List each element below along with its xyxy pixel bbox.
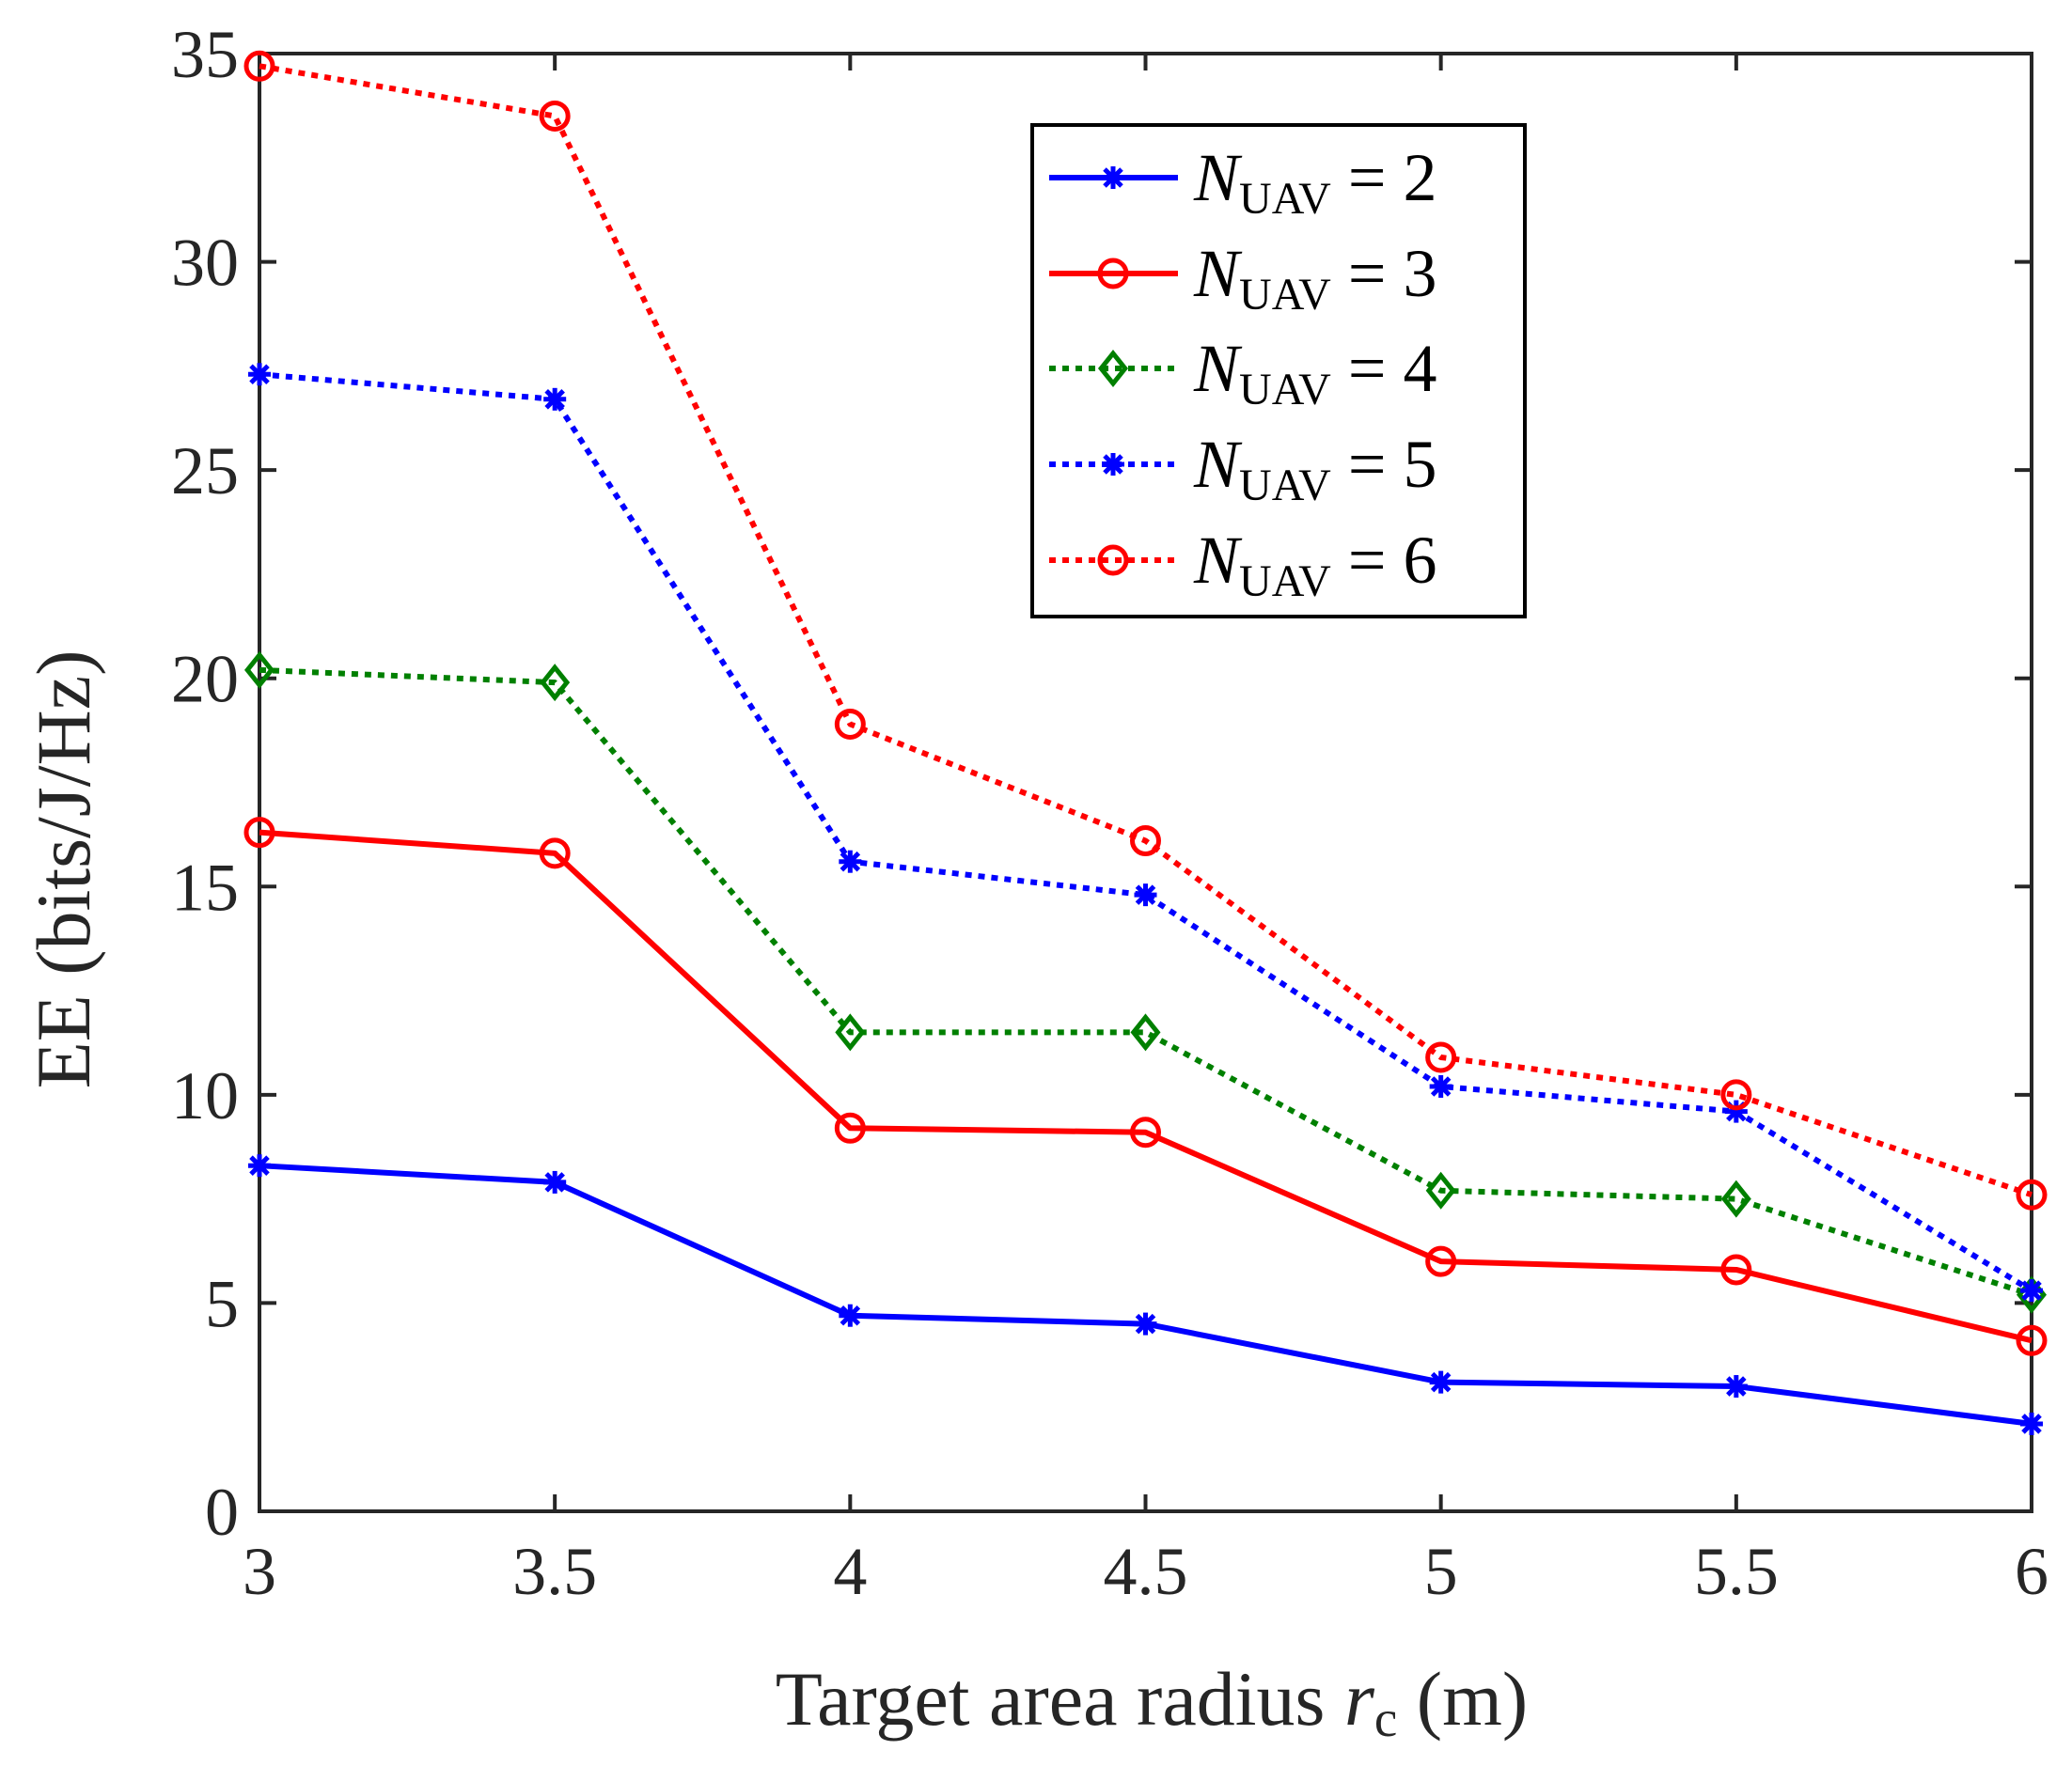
data-point bbox=[2016, 1324, 2048, 1356]
data-point bbox=[248, 1154, 271, 1178]
x-tick-label: 5.5 bbox=[1694, 1534, 1779, 1609]
data-point bbox=[1720, 1079, 1752, 1111]
data-point bbox=[835, 1013, 866, 1052]
series-line bbox=[259, 666, 2033, 1298]
data-point bbox=[539, 100, 571, 132]
series-line bbox=[259, 829, 2033, 1344]
data-point bbox=[543, 1170, 567, 1194]
legend-marker bbox=[1097, 544, 1129, 576]
data-point bbox=[2016, 1179, 2048, 1211]
x-axis: 3 3.5 4 4.5 5 5.5 6 bbox=[243, 54, 2048, 1609]
data-point bbox=[1720, 1254, 1752, 1286]
data-point bbox=[1130, 1013, 1161, 1052]
x-tick-label: 4 bbox=[833, 1534, 867, 1609]
data-point bbox=[834, 1112, 866, 1144]
data-point bbox=[1425, 1245, 1457, 1277]
legend-entry: NUAV = 6 bbox=[1049, 523, 1436, 606]
data-point bbox=[1134, 883, 1157, 907]
y-tick-label: 15 bbox=[171, 850, 239, 925]
data-point bbox=[1429, 1074, 1452, 1098]
data-point bbox=[839, 850, 862, 873]
x-tick-label: 5 bbox=[1424, 1534, 1458, 1609]
x-axis-title: Target area radius rc (m) bbox=[776, 1656, 1528, 1747]
data-point bbox=[1429, 1370, 1452, 1394]
y-tick-label: 25 bbox=[171, 433, 239, 508]
data-point bbox=[540, 664, 571, 702]
legend-label: NUAV = 2 bbox=[1193, 140, 1436, 224]
series-layer bbox=[243, 50, 2048, 1435]
legend: NUAV = 2 NUAV = 3 NUAV = 4 NUAV = 5 NUAV = 6 bbox=[1030, 123, 1527, 618]
data-point bbox=[248, 363, 271, 386]
legend-entry: NUAV = 4 bbox=[1049, 331, 1436, 414]
x-tick-label: 4.5 bbox=[1104, 1534, 1188, 1609]
y-axis-title: EE (bits/J/Hz) bbox=[21, 650, 106, 1089]
data-point bbox=[1724, 1375, 1748, 1399]
data-point bbox=[243, 817, 275, 849]
legend-label: NUAV = 5 bbox=[1193, 427, 1436, 510]
y-tick-label: 5 bbox=[205, 1266, 239, 1341]
data-point bbox=[1720, 1180, 1751, 1218]
series-5 bbox=[243, 50, 2048, 1211]
data-point bbox=[1425, 1171, 1456, 1210]
legend-marker bbox=[1097, 258, 1129, 289]
y-tick-label: 0 bbox=[205, 1475, 239, 1550]
legend-box bbox=[1030, 123, 1527, 618]
data-point bbox=[243, 50, 275, 82]
data-point bbox=[1130, 1117, 1161, 1149]
data-point bbox=[1425, 1041, 1457, 1073]
data-point bbox=[539, 837, 571, 869]
data-point bbox=[2020, 1412, 2043, 1435]
x-tick-label: 3.5 bbox=[512, 1534, 597, 1609]
legend-marker bbox=[1097, 349, 1129, 388]
series-2 bbox=[243, 817, 2048, 1356]
data-point bbox=[834, 708, 866, 740]
data-point bbox=[1130, 825, 1161, 857]
legend-label: NUAV = 3 bbox=[1193, 236, 1436, 320]
data-point bbox=[2020, 1279, 2043, 1303]
y-tick-label: 10 bbox=[171, 1058, 239, 1133]
data-point bbox=[543, 387, 567, 411]
legend-marker bbox=[1102, 166, 1124, 189]
legend-entry: NUAV = 3 bbox=[1049, 236, 1436, 320]
data-point bbox=[839, 1304, 862, 1327]
legend-marker bbox=[1102, 453, 1124, 476]
y-tick-label: 35 bbox=[171, 17, 239, 92]
series-1 bbox=[248, 1154, 2043, 1435]
x-tick-label: 3 bbox=[243, 1534, 276, 1609]
y-tick-label: 30 bbox=[171, 226, 239, 301]
x-tick-label: 6 bbox=[2015, 1534, 2048, 1609]
legend-entry: NUAV = 2 bbox=[1049, 140, 1436, 224]
series-line bbox=[259, 63, 2033, 1198]
legend-label: NUAV = 6 bbox=[1193, 523, 1436, 606]
data-point bbox=[243, 650, 275, 689]
legend-entry: NUAV = 5 bbox=[1049, 427, 1436, 510]
data-point bbox=[1134, 1312, 1157, 1336]
legend-label: NUAV = 4 bbox=[1193, 331, 1436, 414]
y-tick-label: 20 bbox=[171, 642, 239, 717]
